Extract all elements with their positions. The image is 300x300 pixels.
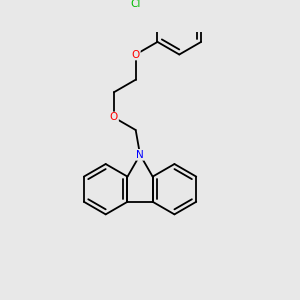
Text: Cl: Cl bbox=[130, 0, 141, 9]
Text: O: O bbox=[110, 112, 118, 122]
Text: N: N bbox=[136, 150, 144, 160]
Text: O: O bbox=[132, 50, 140, 59]
